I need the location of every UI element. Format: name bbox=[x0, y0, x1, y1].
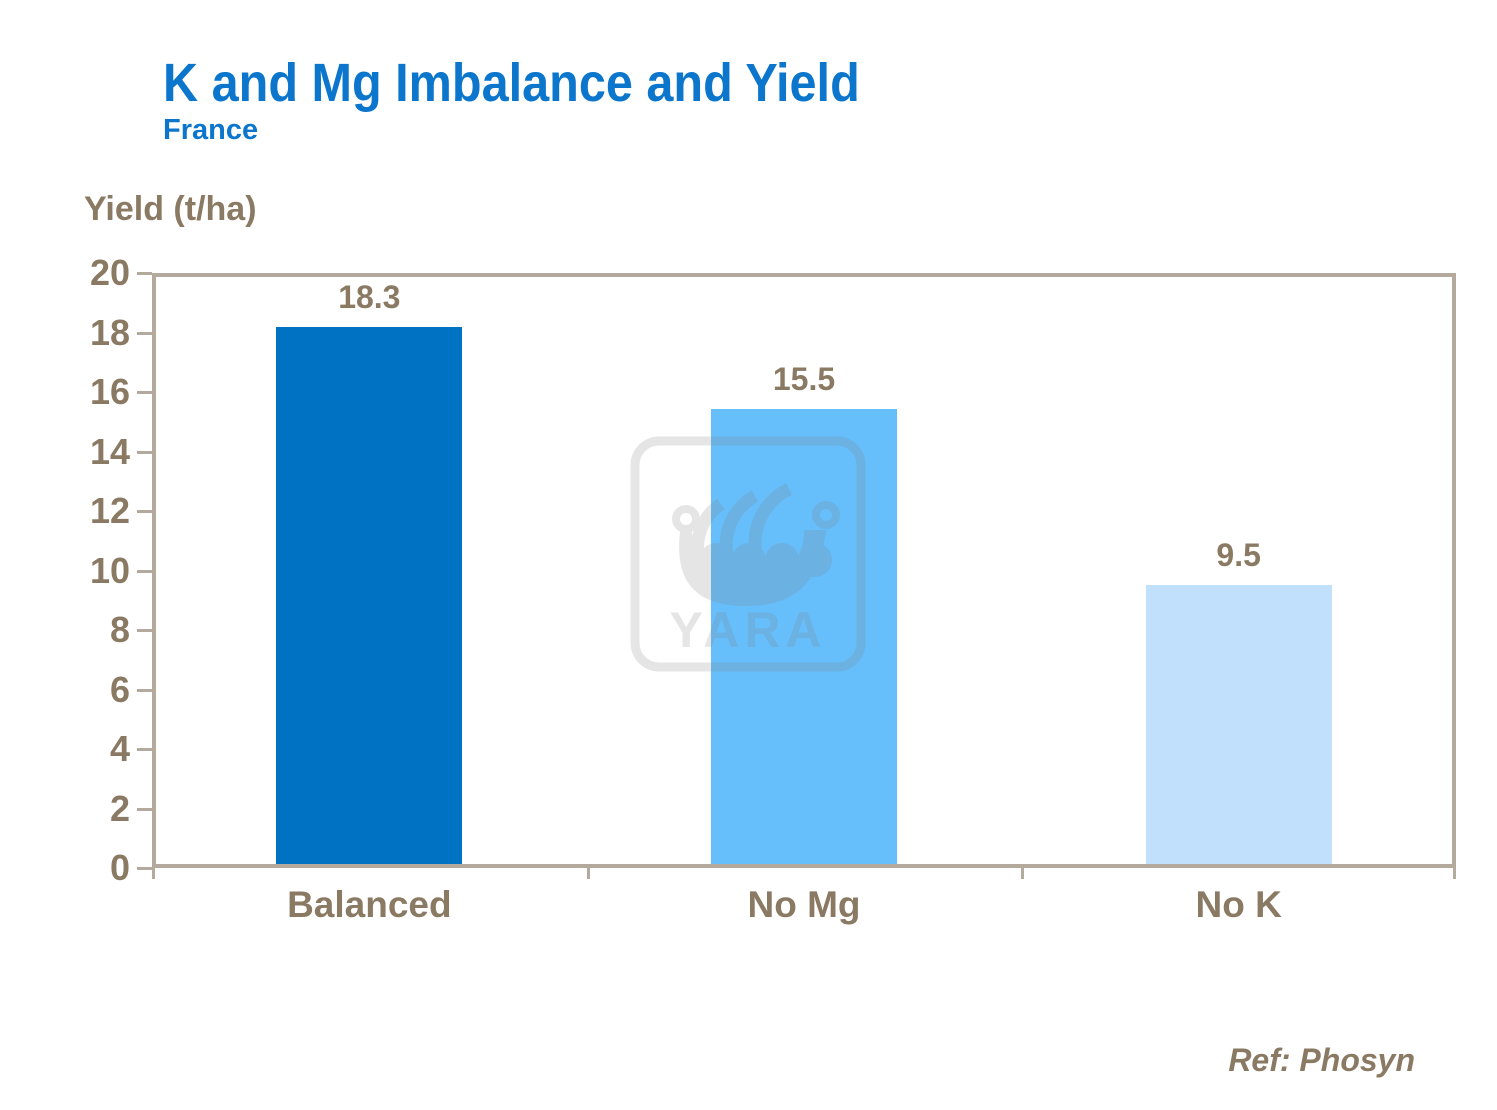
bar-value-label: 9.5 bbox=[1216, 537, 1261, 574]
bar-balanced bbox=[276, 326, 463, 864]
y-tick-mark bbox=[137, 391, 152, 394]
y-tick-label: 10 bbox=[89, 549, 130, 591]
y-tick-mark bbox=[137, 688, 152, 692]
x-tick-mark bbox=[152, 866, 155, 879]
plot-area bbox=[152, 273, 1456, 868]
y-tick-label: 2 bbox=[109, 787, 130, 829]
y-tick-mark bbox=[137, 450, 152, 454]
x-tick-mark bbox=[1021, 866, 1025, 879]
y-tick-label: 18 bbox=[89, 311, 130, 353]
bar-no-mg bbox=[711, 409, 897, 864]
y-tick-mark bbox=[137, 510, 152, 513]
y-tick-label: 16 bbox=[89, 371, 130, 412]
y-tick-mark bbox=[137, 807, 152, 811]
chart-title: K and Mg Imbalance and Yield bbox=[163, 53, 860, 113]
y-tick-mark bbox=[137, 272, 152, 275]
y-tick-mark bbox=[137, 629, 152, 632]
reference-text: Ref: Phosyn bbox=[1228, 1042, 1415, 1078]
y-tick-label: 12 bbox=[89, 490, 130, 531]
x-category-label: No Mg bbox=[747, 884, 861, 925]
bar-value-label: 15.5 bbox=[772, 361, 836, 398]
bar-no-k bbox=[1145, 585, 1332, 864]
y-tick-label: 6 bbox=[109, 668, 130, 710]
y-tick-label: 0 bbox=[109, 847, 130, 888]
y-tick-label: 4 bbox=[109, 728, 130, 769]
y-tick-mark bbox=[137, 867, 152, 870]
chart-subtitle: France bbox=[163, 114, 259, 146]
x-category-label: Balanced bbox=[287, 884, 452, 925]
bar-value-label: 18.3 bbox=[338, 278, 401, 315]
x-tick-mark bbox=[586, 866, 590, 879]
y-tick-mark bbox=[137, 748, 152, 751]
y-tick-mark bbox=[137, 569, 152, 573]
y-tick-mark bbox=[137, 331, 152, 335]
x-tick-mark bbox=[1453, 866, 1456, 879]
y-tick-label: 14 bbox=[89, 430, 130, 472]
x-category-label: No K bbox=[1195, 884, 1282, 925]
y-axis-title: Yield (t/ha) bbox=[84, 190, 257, 228]
y-tick-label: 8 bbox=[109, 609, 130, 650]
y-tick-label: 20 bbox=[89, 252, 130, 293]
